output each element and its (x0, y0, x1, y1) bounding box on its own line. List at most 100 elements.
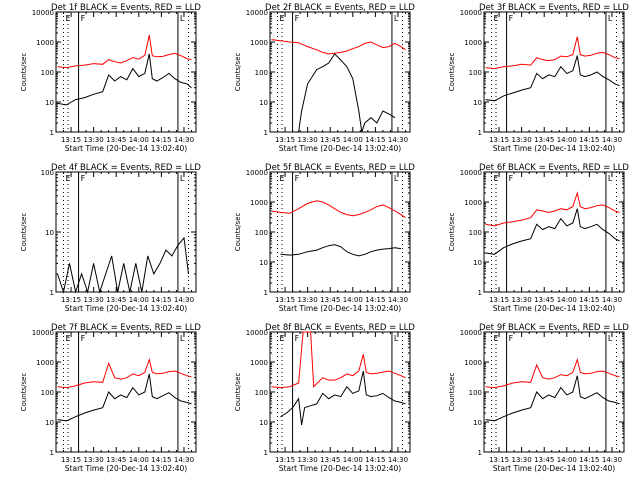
y-axis-label: Counts/sec (234, 373, 242, 412)
y-tick-label: 1 (50, 129, 54, 137)
series-line (485, 191, 620, 227)
y-tick-label: 1 (478, 129, 482, 137)
x-tick-label: 13:45 (320, 456, 340, 464)
y-tick-label: 10000 (32, 9, 54, 17)
y-tick-label: 1000 (250, 359, 268, 367)
x-tick-label: 13:45 (534, 456, 554, 464)
x-tick-label: 14:15 (579, 456, 599, 464)
marker-label: L (180, 174, 185, 183)
x-tick-label: 14:30 (174, 456, 194, 464)
marker-label: L (394, 334, 399, 343)
y-axis-label: Counts/sec (448, 53, 456, 92)
plot-frame (269, 171, 411, 293)
panel-title: Det 7f BLACK = Events, RED = LLD (51, 323, 201, 333)
x-tick-label: 13:45 (534, 296, 554, 304)
series-line (485, 357, 620, 389)
y-tick-label: 10 (45, 229, 54, 237)
marker-label: E (66, 14, 71, 23)
plot-frame (55, 331, 197, 453)
y-tick-label: 1000 (464, 199, 482, 207)
y-tick-label: 1 (264, 289, 268, 297)
x-tick-label: 13:15 (275, 136, 295, 144)
x-tick-label: 13:30 (512, 456, 532, 464)
y-tick-label: 100 (255, 389, 268, 397)
y-tick-label: 10000 (246, 9, 268, 17)
y-tick-label: 1 (50, 289, 54, 297)
x-tick-label: 14:00 (343, 296, 363, 304)
x-tick-label: 14:15 (365, 456, 385, 464)
x-tick-label: 14:30 (602, 296, 622, 304)
series-line (271, 331, 406, 389)
y-axis-label: Counts/sec (20, 53, 28, 92)
series-line (57, 34, 192, 69)
x-tick-label: 14:15 (365, 136, 385, 144)
y-tick-label: 1000 (250, 39, 268, 47)
y-tick-label: 100 (255, 69, 268, 77)
x-tick-label: 13:30 (84, 456, 104, 464)
panel-title: Det 5f BLACK = Events, RED = LLD (265, 163, 415, 173)
plot-frame (483, 331, 625, 453)
x-tick-label: 13:30 (84, 136, 104, 144)
series-line (280, 370, 406, 425)
marker-label: L (608, 174, 613, 183)
marker-label: L (180, 334, 185, 343)
x-tick-label: 13:30 (298, 136, 318, 144)
x-tick-label: 14:00 (129, 296, 149, 304)
y-tick-label: 100 (255, 229, 268, 237)
series-line (57, 373, 192, 422)
x-tick-label: 14:30 (174, 296, 194, 304)
x-tick-label: 14:00 (557, 456, 577, 464)
x-tick-label: 14:00 (129, 456, 149, 464)
x-tick-label: 14:30 (602, 456, 622, 464)
x-tick-label: 13:15 (275, 456, 295, 464)
panel-title: Det 6f BLACK = Events, RED = LLD (479, 163, 629, 173)
y-tick-label: 10 (473, 259, 482, 267)
x-tick-label: 13:15 (489, 296, 509, 304)
x-tick-label: 13:15 (61, 296, 81, 304)
y-tick-label: 10 (473, 99, 482, 107)
y-tick-label: 10 (45, 419, 54, 427)
x-tick-label: 13:30 (84, 296, 104, 304)
series-line (298, 53, 396, 133)
y-tick-label: 10 (45, 99, 54, 107)
y-axis-label: Counts/sec (20, 373, 28, 412)
y-tick-label: 1 (478, 449, 482, 457)
x-tick-label: 13:45 (320, 296, 340, 304)
y-tick-label: 10000 (460, 9, 482, 17)
marker-label: E (66, 334, 71, 343)
detector-panel-7: Det 7f BLACK = Events, RED = LLD 1 10 100 10… (20, 323, 201, 473)
detector-panel-3: Det 3f BLACK = Events, RED = LLD 1 10 100 10… (448, 3, 629, 153)
x-tick-label: 13:15 (275, 296, 295, 304)
x-tick-label: 14:00 (557, 136, 577, 144)
y-tick-label: 100 (41, 169, 54, 177)
x-tick-label: 13:30 (298, 456, 318, 464)
marker-label: E (494, 334, 499, 343)
y-tick-label: 1000 (36, 39, 54, 47)
series-line (485, 208, 620, 255)
series-line (271, 200, 406, 219)
x-tick-label: 14:00 (129, 136, 149, 144)
marker-label: E (66, 174, 71, 183)
x-tick-label: 14:15 (151, 136, 171, 144)
panel-title: Det 4f BLACK = Events, RED = LLD (51, 163, 201, 173)
x-tick-label: 14:30 (602, 136, 622, 144)
x-tick-label: 13:45 (106, 136, 126, 144)
y-tick-label: 1000 (250, 199, 268, 207)
series-line (485, 375, 620, 422)
x-tick-label: 14:30 (388, 456, 408, 464)
y-tick-label: 10 (259, 419, 268, 427)
x-tick-label: 14:15 (579, 296, 599, 304)
panel-title: Det 3f BLACK = Events, RED = LLD (479, 3, 629, 13)
detector-panel-2: Det 2f BLACK = Events, RED = LLD 1 10 100 10… (234, 3, 415, 153)
plot-frame (483, 171, 625, 293)
y-tick-label: 1000 (464, 359, 482, 367)
detector-panel-5: Det 5f BLACK = Events, RED = LLD 1 10 100 10… (234, 163, 415, 313)
y-tick-label: 100 (41, 69, 54, 77)
x-tick-label: 13:15 (489, 136, 509, 144)
x-tick-label: 13:30 (298, 296, 318, 304)
y-tick-label: 10000 (32, 329, 54, 337)
x-tick-label: 14:30 (388, 296, 408, 304)
x-tick-label: 13:45 (320, 136, 340, 144)
x-tick-label: 14:15 (151, 456, 171, 464)
x-tick-label: 14:15 (151, 296, 171, 304)
